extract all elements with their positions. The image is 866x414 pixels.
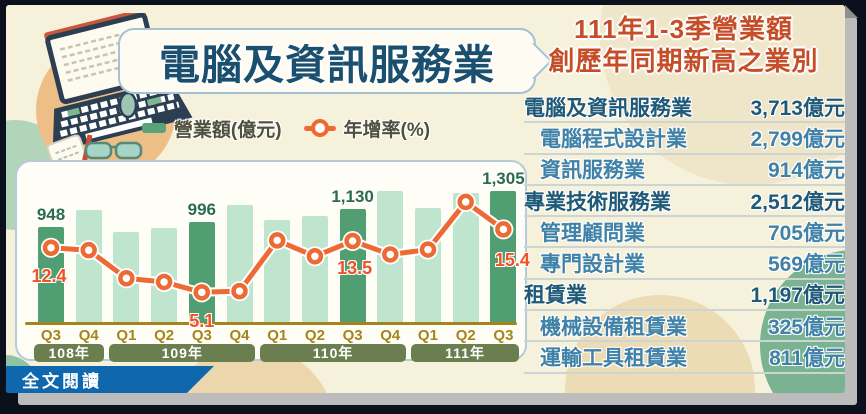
quarter-label: Q3 [493, 327, 514, 344]
table-row: 運輸工具租賃業 811億元 [524, 342, 845, 374]
page-title: 電腦及資訊服務業 [159, 42, 495, 88]
title-bubble: 電腦及資訊服務業 [118, 28, 553, 94]
industry-name: 電腦及資訊服務業 [524, 96, 692, 120]
bar-value-label: 996 [187, 200, 216, 220]
industry-value: 1,197億元 [750, 284, 845, 308]
growth-value-label: 5.1 [189, 311, 215, 332]
industry-name: 資訊服務業 [540, 159, 645, 183]
quarter-label: Q2 [455, 327, 476, 344]
industry-value: 914億元 [767, 159, 845, 183]
right-header-line1: 111年1-3季營業額 [573, 14, 794, 44]
industry-value: 811億元 [769, 347, 845, 371]
revenue-bar [377, 190, 404, 323]
quarter-label: Q4 [380, 327, 401, 344]
industry-name: 機械設備租賃業 [540, 315, 687, 339]
industry-name: 電腦程式設計業 [540, 127, 687, 151]
industry-name: 運輸工具租賃業 [540, 347, 687, 371]
quarter-label: Q1 [116, 327, 137, 344]
x-axis-line [25, 322, 517, 325]
industry-value: 569億元 [767, 253, 845, 277]
table-row: 專門設計業 569億元 [524, 248, 845, 280]
read-full-text-button[interactable]: 全文閱讀 [6, 366, 214, 393]
corner-fold [845, 5, 858, 18]
chart-panel: 948 Q3 Q4 Q1 Q2 996 Q3 Q4 Q1 Q2 1,130 Q3 Q4 Q1 Q2 1,305… [15, 160, 530, 362]
industry-value: 3,713億元 [750, 96, 845, 120]
industry-table: 電腦及資訊服務業 3,713億元電腦程式設計業 2,799億元資訊服務業 914億元專… [524, 92, 845, 374]
legend-item-revenue: 營業額(億元) [141, 115, 282, 142]
legend-growth-label: 年增率(%) [343, 119, 431, 141]
quarter-label: Q2 [304, 327, 325, 344]
bar-value-label: 948 [36, 205, 66, 225]
quarter-label: Q3 [191, 327, 212, 344]
revenue-bar [415, 207, 441, 323]
bar-value-label: 1,305 [482, 169, 525, 189]
table-row: 電腦程式設計業 2,799億元 [524, 123, 845, 155]
bar-swatch-icon [141, 123, 166, 133]
quarter-label: Q3 [40, 327, 61, 344]
chart-legend: 營業額(億元) 年增率(%) [121, 115, 451, 141]
legend-revenue-label: 營業額(億元) [173, 119, 282, 141]
industry-name: 管理顧問業 [540, 221, 645, 245]
table-row: 管理顧問業 705億元 [524, 217, 845, 249]
industry-name: 專業技術服務業 [524, 190, 671, 214]
industry-name: 租賃業 [524, 284, 587, 308]
year-band: 108年 [34, 344, 105, 362]
revenue-bar [75, 209, 102, 323]
right-header: 111年1-3季營業額 創歷年同期新高之業別 [526, 13, 841, 77]
table-row: 資訊服務業 914億元 [524, 155, 845, 186]
revenue-bar [113, 231, 140, 323]
line-dot-swatch-icon [303, 119, 336, 137]
table-row: 租賃業 1,197億元 [524, 280, 845, 312]
revenue-bar [264, 219, 291, 323]
industry-value: 2,799億元 [750, 127, 845, 151]
quarter-label: Q4 [78, 327, 99, 344]
quarter-label: Q1 [267, 327, 288, 344]
quarter-label: Q1 [417, 327, 438, 344]
quarter-label: Q3 [342, 327, 363, 344]
industry-value: 2,512億元 [750, 190, 845, 214]
growth-value-label: 12.4 [31, 265, 67, 286]
table-row: 電腦及資訊服務業 3,713億元 [524, 92, 845, 124]
read-full-text-label: 全文閱讀 [22, 372, 102, 391]
revenue-bar [188, 222, 215, 323]
quarter-label: Q2 [154, 327, 175, 344]
table-row: 專業技術服務業 2,512億元 [524, 186, 845, 218]
year-band: 110年 [260, 344, 406, 362]
year-band: 109年 [109, 344, 256, 362]
bar-value-label: 1,130 [331, 186, 374, 206]
table-row: 機械設備租賃業 325億元 [524, 311, 845, 343]
growth-value-label: 13.5 [337, 258, 373, 278]
quarter-label: Q4 [229, 327, 250, 344]
right-header-line2: 創歷年同期新高之業別 [548, 46, 819, 76]
legend-item-growth: 年增率(%) [303, 115, 431, 142]
industry-name: 專門設計業 [540, 253, 645, 277]
year-band: 111年 [411, 344, 520, 362]
revenue-bar [452, 192, 479, 323]
revenue-bar [151, 227, 178, 323]
infographic-card: 電腦及資訊服務業 營業額(億元) 年增率(%) 948 Q3 Q4 Q1 Q2 996 Q3… [6, 5, 845, 393]
industry-value: 705億元 [767, 221, 845, 245]
industry-value: 325億元 [767, 315, 845, 339]
chart-plot-area: 948 Q3 Q4 Q1 Q2 996 Q3 Q4 Q1 Q2 1,130 Q3 Q4 Q1 Q2 1,305… [17, 162, 530, 362]
revenue-bar [226, 204, 253, 323]
